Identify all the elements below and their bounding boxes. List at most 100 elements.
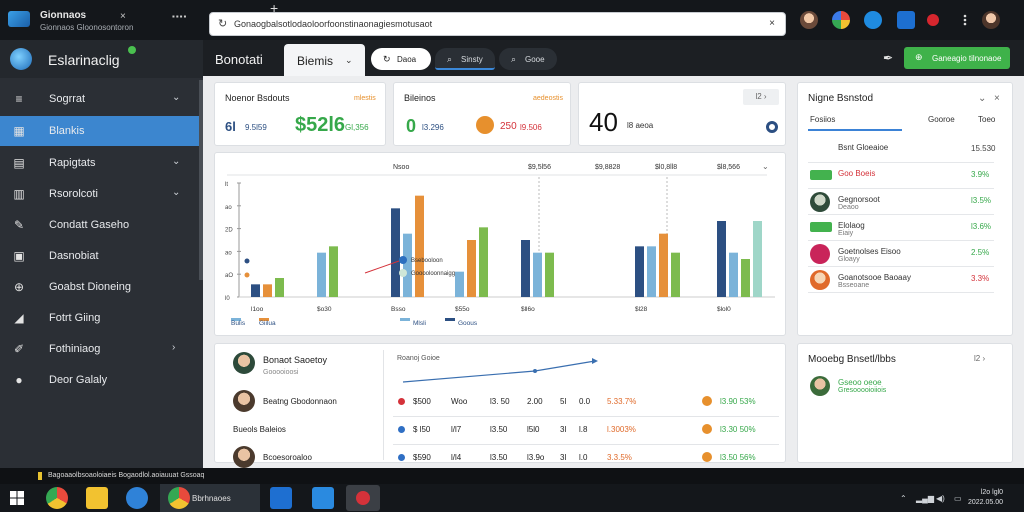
search-pill-button[interactable]: ⌕ Sinsty	[435, 48, 495, 70]
filter-pill-button[interactable]: ⌕ Gooe	[499, 48, 557, 70]
legend-dot	[399, 269, 407, 277]
chevron-icon[interactable]: ⌄	[172, 156, 181, 167]
network-icon[interactable]: ▂▄▆	[916, 494, 934, 503]
kpi-card-count[interactable]: 40 l8 aeoa l2 ›	[578, 82, 786, 146]
chevron-up-icon[interactable]: ⌃	[900, 494, 907, 503]
chart-collapse-icon[interactable]: ⌄	[762, 162, 769, 171]
sidebar-item[interactable]: ▥ Rsorolcoti ⌄	[0, 179, 200, 209]
tab-close-icon[interactable]: ×	[120, 11, 126, 22]
bar[interactable]	[415, 195, 424, 297]
chevron-icon[interactable]: ⌄	[172, 92, 181, 103]
store-icon[interactable]	[126, 487, 148, 509]
bar[interactable]	[329, 246, 338, 297]
column-header[interactable]: Fosiios	[810, 115, 836, 124]
bar[interactable]	[671, 252, 680, 297]
bar[interactable]	[545, 252, 554, 297]
status-badge	[810, 170, 832, 180]
bar[interactable]	[263, 284, 272, 297]
bar[interactable]	[317, 252, 326, 297]
volume-icon[interactable]: ◀)	[936, 494, 945, 503]
sidebar-item[interactable]: ▦ Blankis	[0, 116, 200, 146]
bookmark-icon[interactable]	[897, 11, 915, 29]
brand[interactable]: Eslarinaclig	[0, 40, 203, 78]
sidebar-item[interactable]: ⊕ Goabst Dioneing	[0, 272, 200, 302]
mini-panel-control[interactable]: l2 ›	[974, 354, 986, 363]
monitor-icon[interactable]	[270, 487, 292, 509]
divider	[393, 416, 779, 417]
folder-icon[interactable]	[86, 487, 108, 509]
bar[interactable]	[275, 278, 284, 297]
bar[interactable]	[467, 240, 476, 297]
new-tab-button[interactable]: +	[270, 0, 279, 16]
sidebar-item[interactable]: ▣ Dasnobiat	[0, 241, 200, 271]
bar[interactable]	[403, 233, 412, 297]
profile-avatar-icon[interactable]	[800, 11, 818, 29]
table-row[interactable]: Beatng Gbodonnaon $500 Woo l3. 50 2.00 5l 0.0 5…	[215, 390, 787, 417]
tab-more-icon[interactable]: ▪▪▪▪	[172, 12, 188, 21]
sidebar-item[interactable]: ● Deor Galaly	[0, 365, 200, 395]
column-header[interactable]: Toeo	[978, 115, 996, 124]
bar[interactable]	[455, 271, 464, 297]
bar[interactable]	[533, 252, 542, 297]
table-row[interactable]: Bueols Baleios $ l50 l/l7 l3.50 l5l0 3l l.8 l.3…	[215, 418, 787, 445]
battery-icon[interactable]: ▭	[954, 494, 962, 503]
view-dropdown[interactable]: Biemis ⌄	[284, 44, 365, 76]
start-button[interactable]	[10, 491, 24, 508]
kpi-card-balance[interactable]: Bileinos aedeostis 0 l3.296 250 l9.506	[393, 82, 571, 146]
list-item[interactable]: Goetnolses Eisoo Gloayy 2.5%	[798, 241, 1004, 267]
browser-tab[interactable]: Gionnaos Gionnaos Gloonosontoron × ▪▪▪▪	[0, 0, 205, 40]
bar[interactable]	[647, 246, 656, 297]
pen-icon[interactable]: ✒	[883, 51, 894, 65]
table-cell: $500	[413, 397, 431, 406]
bar[interactable]	[729, 252, 738, 297]
chrome-icon[interactable]	[832, 11, 850, 29]
list-item[interactable]: Elolaog Eiaiy l3.6%	[798, 215, 1004, 241]
column-header[interactable]: Gooroe	[928, 115, 955, 124]
bar[interactable]	[753, 221, 762, 297]
menu-icon[interactable]	[958, 13, 972, 27]
bar[interactable]	[635, 246, 644, 297]
sidebar-item[interactable]: ≡ Sogrrat ⌄	[0, 84, 200, 114]
chevron-icon[interactable]: ⌄	[172, 187, 181, 198]
bar[interactable]	[521, 240, 530, 297]
sidebar-scrollbar[interactable]	[199, 80, 203, 280]
bar[interactable]	[251, 284, 260, 297]
extension-icon[interactable]	[864, 11, 882, 29]
avatar[interactable]	[810, 376, 830, 396]
sidebar-item[interactable]: ▤ Rapigtats ⌄	[0, 148, 200, 178]
list-item[interactable]: Bsnt Gloeaioe 15.530	[798, 137, 1004, 163]
chevron-down-icon[interactable]: ⌄	[978, 93, 987, 104]
avatar[interactable]	[233, 352, 255, 374]
bar[interactable]	[391, 208, 400, 297]
list-item[interactable]: Gegnorsoot Deaoo l3.5%	[798, 189, 1004, 215]
bar[interactable]	[717, 221, 726, 297]
list-item[interactable]: Goo Boeis 3.9%	[798, 163, 1004, 189]
notification-icon[interactable]	[927, 14, 939, 26]
app-icon[interactable]	[346, 485, 380, 511]
close-icon[interactable]: ×	[994, 93, 1000, 104]
sidebar-item[interactable]: ✎ Condatt Gaseho	[0, 210, 200, 240]
sidebar-item-label: Dasnobiat	[49, 250, 99, 262]
list-item[interactable]: Goanotsooe Baoaay Bsseoane 3.3%	[798, 267, 1004, 293]
account-avatar[interactable]	[982, 11, 1000, 29]
address-bar[interactable]: ↻ Gonaogbalsotlodaoloorfoonstinaonagiesm…	[209, 12, 786, 36]
clear-address-icon[interactable]: ×	[769, 18, 775, 29]
primary-action-button[interactable]: ⊕ Ganeagio tilnonaoe	[904, 47, 1010, 69]
kpi-control[interactable]: l2 ›	[743, 89, 779, 105]
sidebar-item-icon: ⊕	[13, 280, 25, 294]
taskbar-active-window[interactable]: Bbrhnaoes	[160, 484, 260, 512]
refresh-pill-button[interactable]: ↻ Daoa	[371, 48, 431, 70]
reload-icon[interactable]: ↻	[218, 18, 228, 30]
list-item-name: Goanotsooe Baoaay	[838, 273, 911, 282]
chevron-icon[interactable]: ›	[172, 342, 176, 353]
mail-icon[interactable]	[312, 487, 334, 509]
bar[interactable]	[659, 233, 668, 297]
browser-app-icon[interactable]	[46, 487, 68, 509]
sidebar-item[interactable]: ◢ Fotrt Giing	[0, 303, 200, 333]
kpi-card-sales[interactable]: Noenor Bsdouts mlestis 6l 9.5l59 $52l6 G…	[214, 82, 386, 146]
bar[interactable]	[479, 227, 488, 297]
sidebar-item[interactable]: ✐ Fothiniaog ›	[0, 334, 200, 364]
clock[interactable]: l2o lgl0 2022.05.00	[968, 488, 1003, 508]
bar[interactable]	[741, 259, 750, 297]
table-cell: $ l50	[413, 425, 431, 434]
